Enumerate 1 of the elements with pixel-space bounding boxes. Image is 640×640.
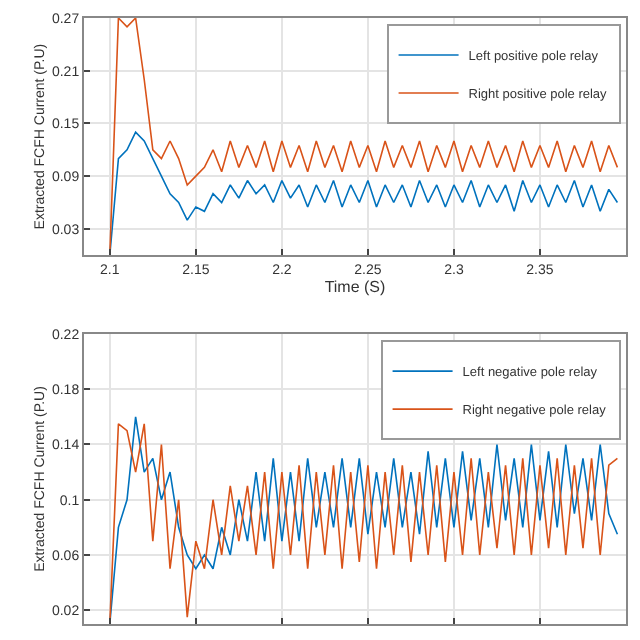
x-axis-title: Time (S)	[324, 278, 387, 297]
